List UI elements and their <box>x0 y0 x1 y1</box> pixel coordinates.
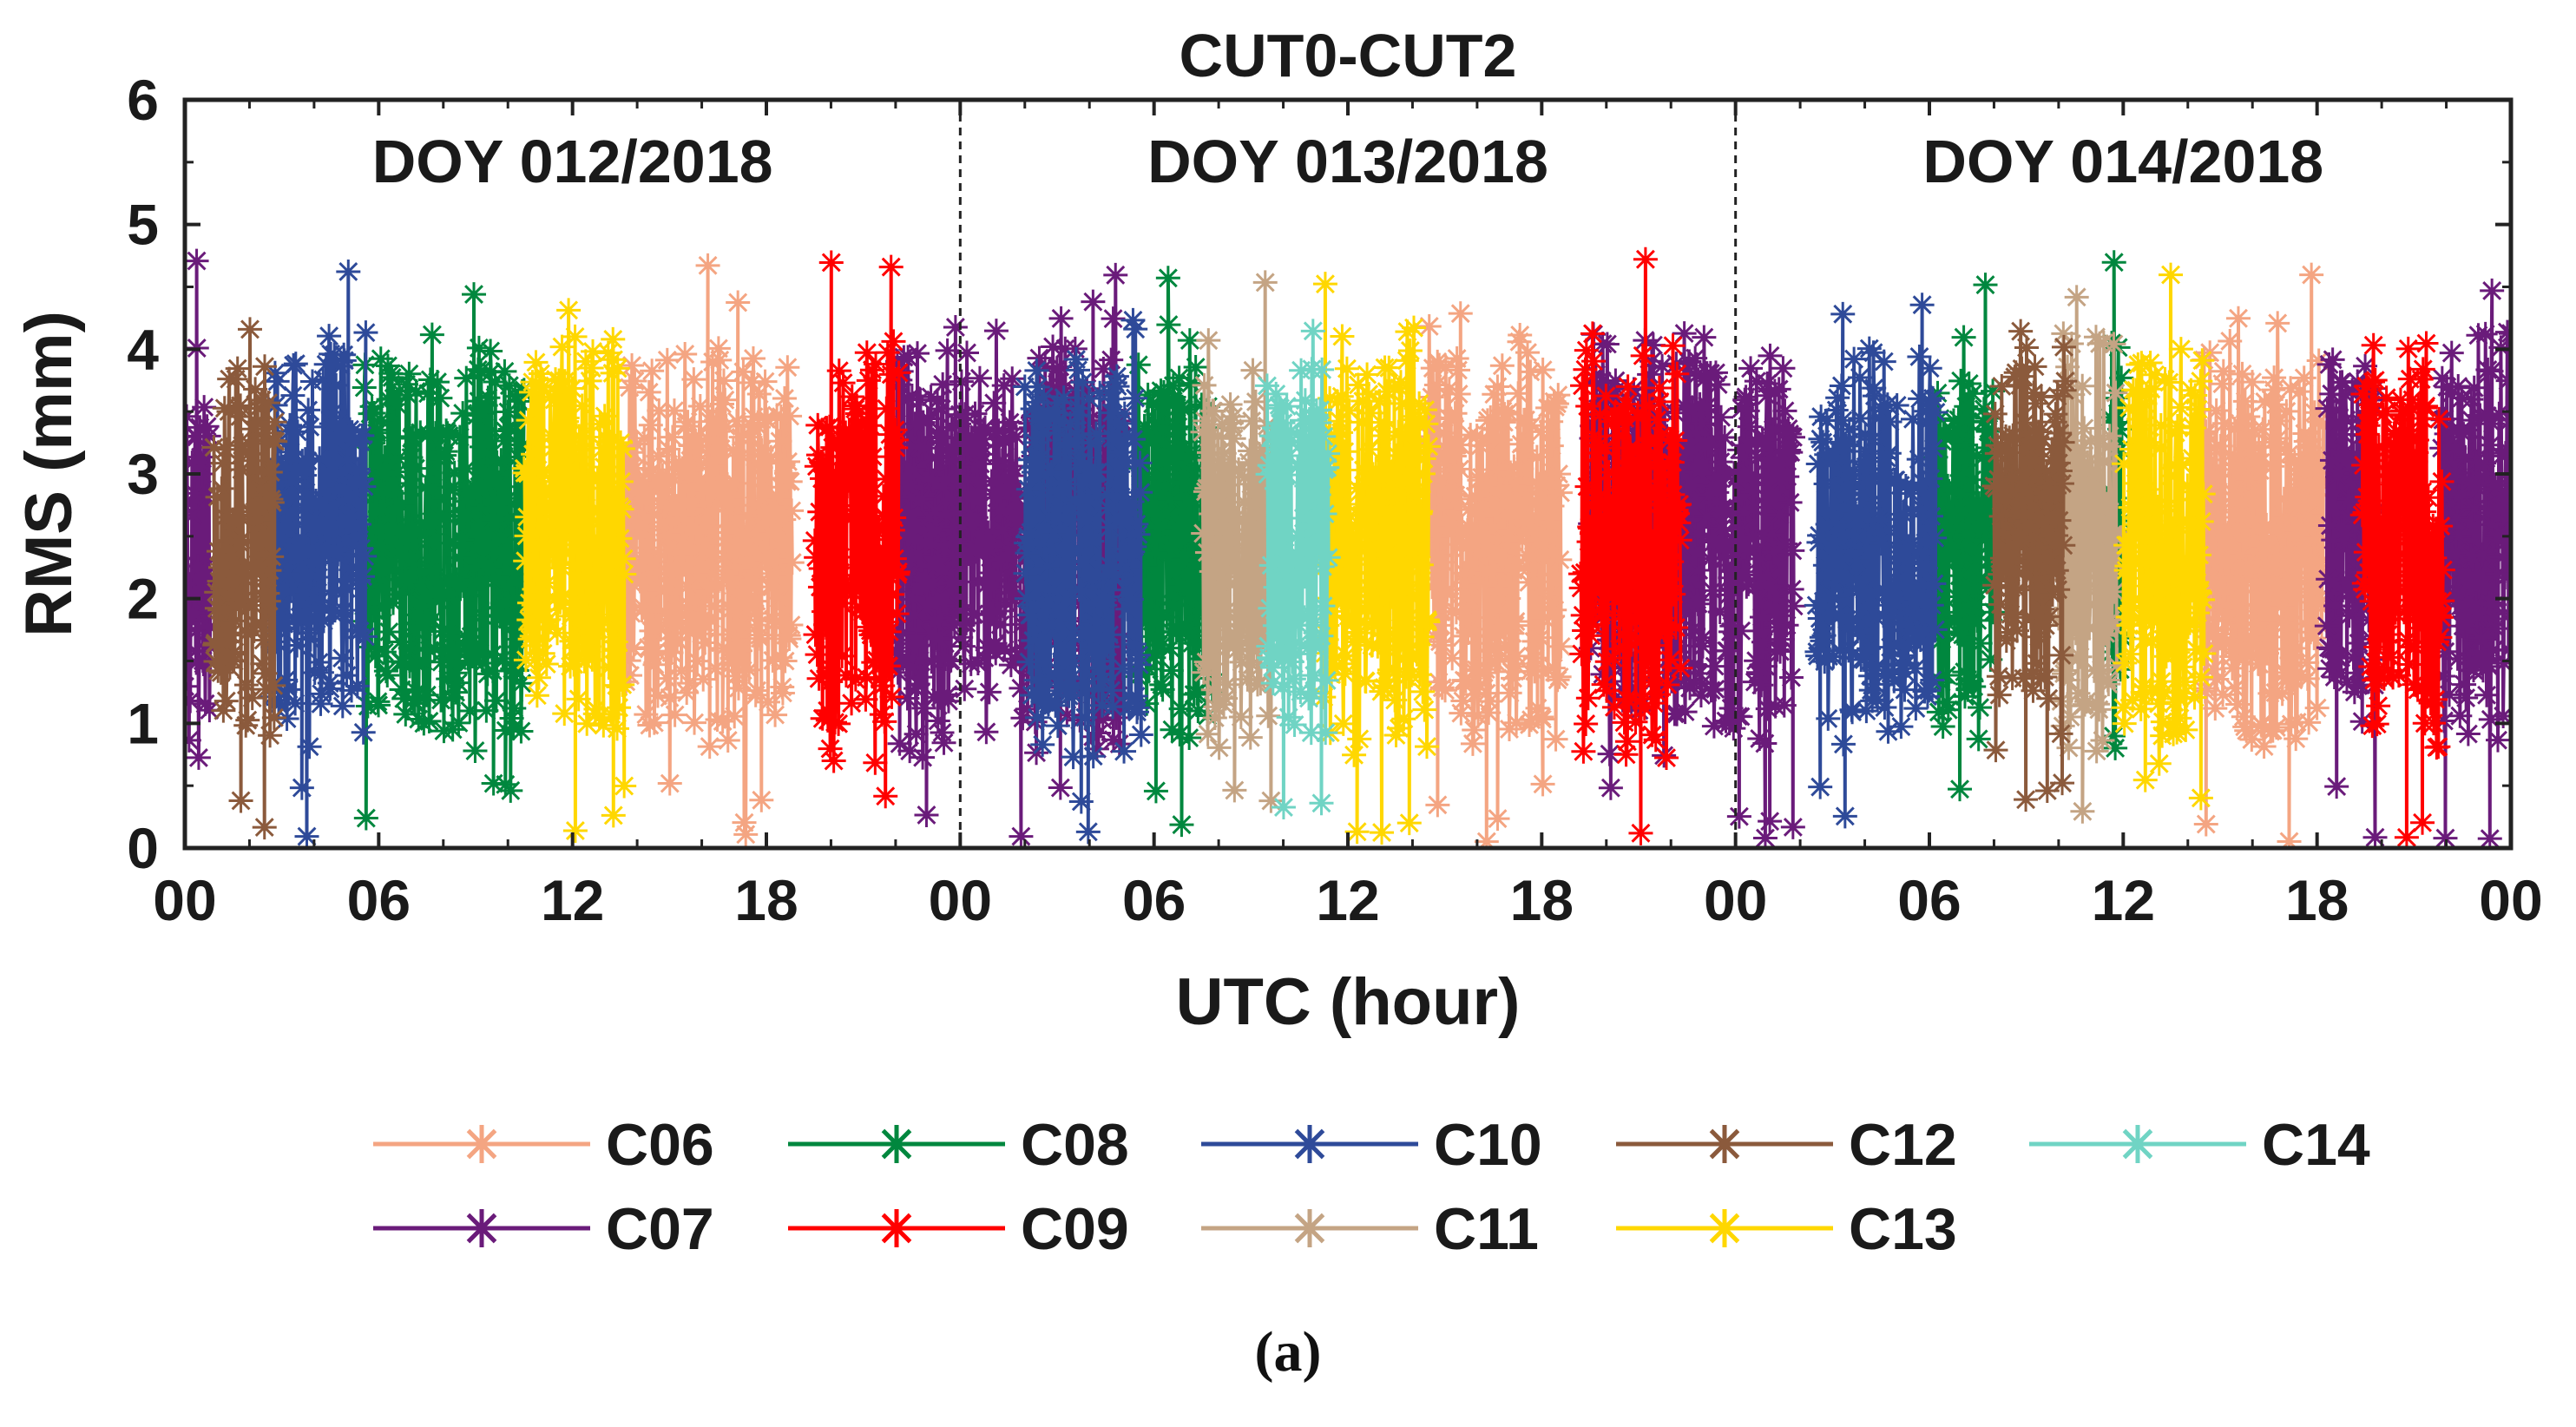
x-tick-label: 00 <box>2479 868 2542 932</box>
day-label: DOY 012/2018 <box>372 128 773 195</box>
legend-marker <box>877 1209 916 1247</box>
legend-marker <box>1291 1209 1329 1247</box>
legend-label: C11 <box>1434 1196 1539 1262</box>
plot-area <box>185 247 2511 848</box>
y-tick-label: 4 <box>127 317 159 381</box>
legend-label: C10 <box>1434 1112 1542 1178</box>
legend-marker <box>1705 1209 1744 1247</box>
y-tick-label: 6 <box>127 68 159 132</box>
series-markers-C06 <box>2192 262 2336 848</box>
series-C09 <box>802 247 2455 848</box>
legend-item-C07: C07 <box>373 1196 714 1262</box>
y-tick-label: 1 <box>127 691 159 755</box>
x-tick-label: 12 <box>2092 868 2155 932</box>
legend-label: C12 <box>1849 1112 1957 1178</box>
series-markers-C11 <box>2046 285 2129 824</box>
y-axis-label: RMS (mm) <box>12 311 86 637</box>
legend-item-C11: C11 <box>1201 1196 1539 1262</box>
legend-label: C09 <box>1021 1196 1129 1262</box>
x-tick-label: 06 <box>347 868 411 932</box>
legend-marker <box>1705 1125 1744 1163</box>
series-markers-C13 <box>511 298 637 843</box>
x-axis-label: UTC (hour) <box>1176 965 1521 1039</box>
legend-marker <box>2119 1125 2157 1163</box>
series-C11 <box>1190 270 2129 824</box>
legend-label: C06 <box>606 1112 714 1178</box>
series-markers-C14 <box>1254 319 1341 820</box>
x-tick-label: 12 <box>1316 868 1379 932</box>
x-tick-label: 00 <box>153 868 216 932</box>
legend-item-C08: C08 <box>788 1112 1129 1178</box>
chart-title: CUT0-CUT2 <box>1180 22 1517 89</box>
series-C12 <box>201 317 2078 840</box>
series-C10 <box>260 259 1948 848</box>
legend-marker <box>877 1125 916 1163</box>
series-C14 <box>1254 319 1341 820</box>
y-tick-label: 2 <box>127 567 159 631</box>
series-markers-C10 <box>1804 293 1948 829</box>
day-label: DOY 014/2018 <box>1922 128 2323 195</box>
series-markers-C10 <box>1012 307 1153 845</box>
legend-item-C14: C14 <box>2029 1112 2370 1178</box>
legend-marker <box>463 1209 501 1247</box>
legend-item-C13: C13 <box>1616 1196 1957 1262</box>
series-markers-C12 <box>201 317 288 840</box>
legend-marker <box>463 1125 501 1163</box>
x-tick-label: 18 <box>2285 868 2349 932</box>
y-tick-label: 3 <box>127 442 159 506</box>
x-tick-label: 00 <box>1704 868 1767 932</box>
y-tick-label: 0 <box>127 816 159 880</box>
legend-item-C12: C12 <box>1616 1112 1957 1178</box>
legend-item-C09: C09 <box>788 1196 1129 1262</box>
legend-label: C08 <box>1021 1112 1129 1178</box>
x-tick-label: 06 <box>1897 868 1961 932</box>
legend-marker <box>1291 1125 1329 1163</box>
series-C13 <box>511 262 2217 845</box>
legend-item-C06: C06 <box>373 1112 714 1178</box>
series-markers-C09 <box>1568 247 1693 845</box>
series-markers-C13 <box>2111 262 2217 811</box>
legend: C06 C08 C10 C12 C14 C07 C09 C11 C13 <box>373 1112 2370 1262</box>
y-tick-label: 5 <box>127 193 159 257</box>
series-markers-C09 <box>802 250 911 809</box>
series-markers-C12 <box>1981 319 2078 812</box>
x-tick-label: 18 <box>734 868 798 932</box>
legend-item-C10: C10 <box>1201 1112 1542 1178</box>
legend-label: C14 <box>2262 1112 2370 1178</box>
day-label: DOY 013/2018 <box>1147 128 1548 195</box>
legend-label: C13 <box>1849 1196 1957 1262</box>
figure-caption: (a) <box>1254 1320 1322 1384</box>
x-tick-label: 12 <box>541 868 604 932</box>
series-markers-C09 <box>2349 331 2455 848</box>
legend-label: C07 <box>606 1196 714 1262</box>
x-tick-label: 18 <box>1510 868 1574 932</box>
x-tick-label: 06 <box>1122 868 1186 932</box>
x-tick-label: 00 <box>929 868 992 932</box>
